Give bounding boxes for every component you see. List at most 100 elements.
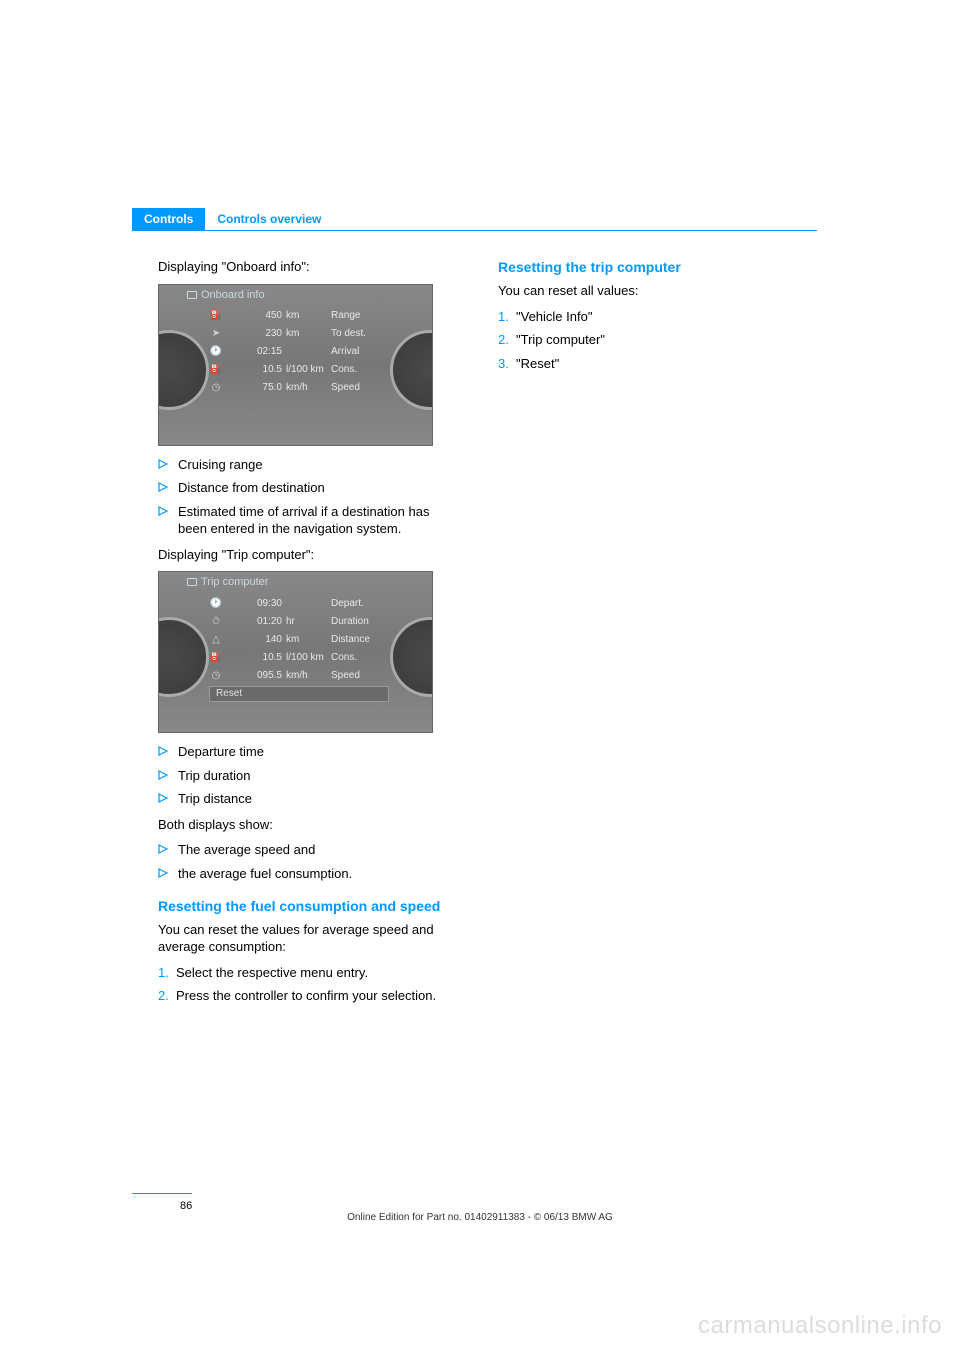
- ss1-label: Range: [331, 310, 402, 321]
- ss1-unit: l/100 km: [286, 364, 331, 375]
- triangle-bullet-icon: [158, 746, 168, 756]
- triangle-bullet-icon: [158, 793, 168, 803]
- step-number: 1.: [498, 308, 516, 326]
- intro-trip: Displaying "Trip computer":: [158, 546, 458, 564]
- ss2-unit: l/100 km: [286, 652, 331, 663]
- list-item: the average fuel consumption.: [158, 865, 458, 883]
- steps-reset-fuel: 1. Select the respective menu entry. 2. …: [158, 964, 458, 1005]
- bullet-text: Trip duration: [178, 767, 251, 785]
- ss2-row-duration: ⏱ 01:20 hr Duration: [209, 612, 402, 630]
- reset-button: Reset: [209, 686, 389, 702]
- step-text: "Vehicle Info": [516, 308, 592, 326]
- list-item: 1. "Vehicle Info": [498, 308, 798, 326]
- speedometer-icon: ◷: [209, 381, 223, 395]
- arrow-right-icon: ➤: [209, 327, 223, 341]
- bullets-onboard: Cruising range Distance from destination…: [158, 456, 458, 538]
- page-container: Controls Controls overview Displaying "O…: [0, 0, 960, 1358]
- clock-icon: 🕐: [209, 596, 223, 610]
- left-column: Displaying "Onboard info": Onboard info …: [158, 258, 458, 1013]
- ss1-unit: km: [286, 328, 331, 339]
- step-number: 3.: [498, 355, 516, 373]
- gauge-left-decor: [158, 330, 209, 410]
- subheading-reset-trip: Resetting the trip computer: [498, 258, 798, 276]
- step-text: "Reset": [516, 355, 559, 373]
- clock-icon: 🕐: [209, 345, 223, 359]
- fuel-pump-icon: ⛽: [209, 363, 223, 377]
- intro-onboard: Displaying "Onboard info":: [158, 258, 458, 276]
- ss2-row-cons: ⛽ 10.5 l/100 km Cons.: [209, 648, 402, 666]
- step-number: 2.: [498, 331, 516, 349]
- fuel-pump-icon: ⛽: [209, 650, 223, 664]
- folder-icon: [187, 578, 197, 586]
- page-number-rule: [132, 1193, 192, 1194]
- ss2-row-distance: △ 140 km Distance: [209, 630, 402, 648]
- triangle-bullet-icon: [158, 482, 168, 492]
- list-item: 2. Press the controller to confirm your …: [158, 987, 458, 1005]
- ss1-val: 450: [231, 310, 286, 321]
- ss1-label: Speed: [331, 382, 402, 393]
- gauge-left-decor: [158, 617, 209, 697]
- ss2-label: Cons.: [331, 652, 402, 663]
- ss1-row-todest: ➤ 230 km To dest.: [209, 325, 402, 343]
- triangle-bullet-icon: [158, 506, 168, 516]
- speedometer-icon: ◷: [209, 668, 223, 682]
- triangle-bullet-icon: [158, 459, 168, 469]
- ss1-unit: km: [286, 310, 331, 321]
- ss1-label: To dest.: [331, 328, 402, 339]
- triangle-icon: △: [209, 632, 223, 646]
- ss1-row-speed: ◷ 75.0 km/h Speed: [209, 379, 402, 397]
- list-item: 1. Select the respective menu entry.: [158, 964, 458, 982]
- ss2-label: Speed: [331, 670, 402, 681]
- bullet-text: Distance from destination: [178, 479, 325, 497]
- step-number: 1.: [158, 964, 176, 982]
- ss2-title: Trip computer: [201, 576, 268, 588]
- both-displays-text: Both displays show:: [158, 816, 458, 834]
- bullet-text: the average fuel consumption.: [178, 865, 352, 883]
- ss1-unit: km/h: [286, 382, 331, 393]
- page-number: 86: [180, 1200, 192, 1212]
- tab-controls: Controls: [132, 208, 205, 230]
- ss2-row-speed: ◷ 095.5 km/h Speed: [209, 666, 402, 684]
- ss2-val: 140: [231, 634, 286, 645]
- step-text: Press the controller to confirm your sel…: [176, 987, 436, 1005]
- folder-icon: [187, 291, 197, 299]
- step-number: 2.: [158, 987, 176, 1005]
- ss1-row-arrival: 🕐 02:15 Arrival: [209, 343, 402, 361]
- list-item: The average speed and: [158, 841, 458, 859]
- ss1-title: Onboard info: [201, 289, 265, 301]
- right-column: Resetting the trip computer You can rese…: [498, 258, 798, 1013]
- triangle-bullet-icon: [158, 844, 168, 854]
- content-columns: Displaying "Onboard info": Onboard info …: [158, 258, 818, 1013]
- ss2-unit: km: [286, 634, 331, 645]
- ss2-unit: hr: [286, 616, 331, 627]
- list-item: Estimated time of arrival if a destinati…: [158, 503, 458, 538]
- subheading-reset-fuel: Resetting the fuel consumption and speed: [158, 897, 458, 915]
- fuel-pump-icon: ⛽: [209, 309, 223, 323]
- step-text: Select the respective menu entry.: [176, 964, 368, 982]
- bullet-text: Trip distance: [178, 790, 252, 808]
- step-text: "Trip computer": [516, 331, 605, 349]
- ss2-val: 01:20: [231, 616, 286, 627]
- ss1-val: 75.0: [231, 382, 286, 393]
- bullet-text: Estimated time of arrival if a destinati…: [178, 503, 458, 538]
- ss1-val: 230: [231, 328, 286, 339]
- reset-fuel-text: You can reset the values for average spe…: [158, 921, 458, 956]
- trip-computer-screenshot: Trip computer 🕐 09:30 Depart. ⏱ 01:20 hr…: [158, 571, 433, 733]
- bullet-text: The average speed and: [178, 841, 315, 859]
- tab-controls-overview: Controls overview: [205, 208, 333, 230]
- bullets-trip: Departure time Trip duration Trip distan…: [158, 743, 458, 808]
- triangle-bullet-icon: [158, 868, 168, 878]
- bullets-both: The average speed and the average fuel c…: [158, 841, 458, 882]
- list-item: Trip distance: [158, 790, 458, 808]
- ss1-row-range: ⛽ 450 km Range: [209, 307, 402, 325]
- bullet-text: Cruising range: [178, 456, 263, 474]
- ss2-val: 095.5: [231, 670, 286, 681]
- ss1-label: Arrival: [331, 346, 402, 357]
- ss1-label: Cons.: [331, 364, 402, 375]
- ss1-val: 10.5: [231, 364, 286, 375]
- onboard-info-screenshot: Onboard info ⛽ 450 km Range ➤ 230 km To …: [158, 284, 433, 446]
- list-item: 2. "Trip computer": [498, 331, 798, 349]
- list-item: Cruising range: [158, 456, 458, 474]
- stopwatch-icon: ⏱: [209, 614, 223, 628]
- list-item: 3. "Reset": [498, 355, 798, 373]
